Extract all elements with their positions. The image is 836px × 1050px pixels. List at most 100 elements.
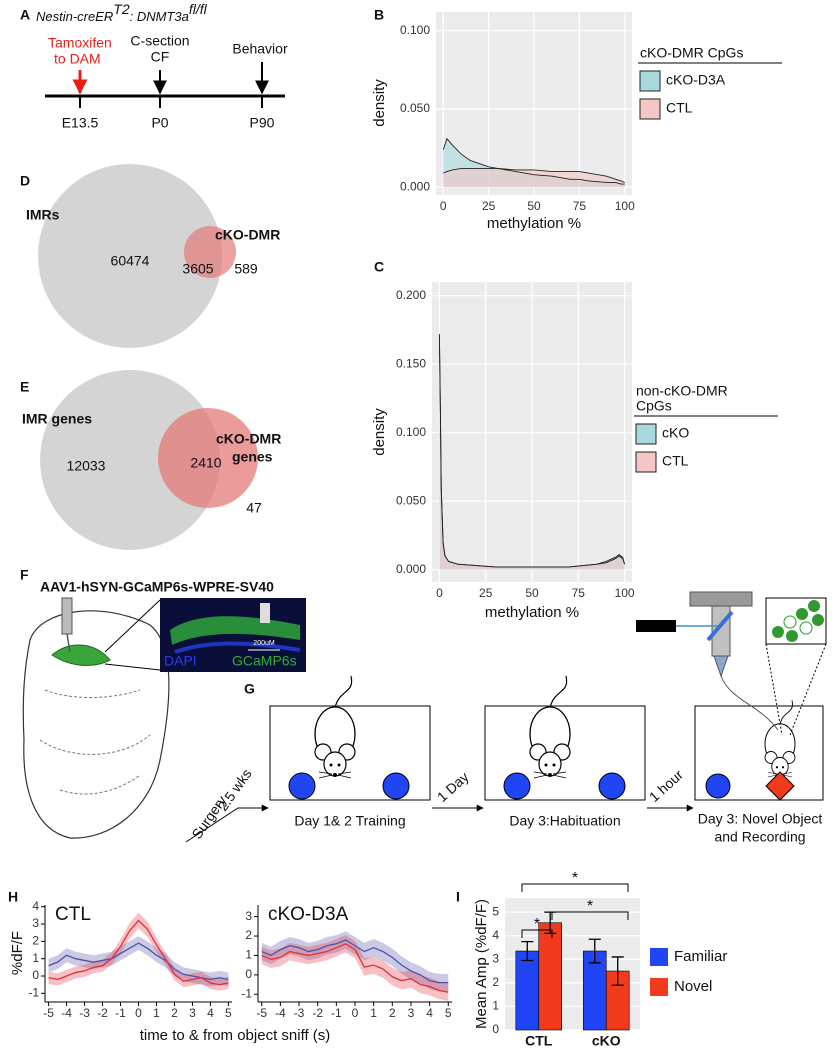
y-tick-label: 5 <box>492 904 499 918</box>
error-band <box>261 931 449 992</box>
x-tick-label: -4 <box>275 1006 286 1020</box>
x-tick-label: cKO <box>592 1033 621 1049</box>
fiber-cable <box>720 675 779 731</box>
panel-label: B <box>374 7 384 23</box>
panel-label: A <box>20 7 30 23</box>
line <box>261 943 449 993</box>
dapi-signal <box>174 641 301 654</box>
x-tick-label: 75 <box>572 586 586 600</box>
x-tick-label: 0 <box>440 199 447 213</box>
x-axis-label: methylation % <box>485 604 579 621</box>
stage-label: Day 1& 2 Training <box>294 813 405 829</box>
x-axis-label: time to & from object sniff (s) <box>140 1027 331 1044</box>
x-tick-label: -2 <box>312 1006 323 1020</box>
venn-set-a <box>38 164 222 348</box>
y-axis-label: %dF/F <box>9 931 26 975</box>
legend-key <box>635 451 657 473</box>
virus-label: AAV1-hSYN-GCaMP6s-WPRE-SV40 <box>40 579 274 595</box>
event-label: Behavior <box>232 41 288 57</box>
panel-label: I <box>456 889 460 905</box>
legend-key <box>635 423 657 445</box>
laser <box>636 620 676 632</box>
x-tick-label: 100 <box>615 199 635 213</box>
x-tick-label: 3 <box>408 1006 415 1020</box>
x-tick-label: 25 <box>482 199 496 213</box>
bar <box>515 950 540 1031</box>
density-line <box>443 167 625 183</box>
y-tick-label: 0.050 <box>396 493 426 507</box>
neurons <box>772 600 824 642</box>
line <box>48 919 229 986</box>
mirror <box>706 610 734 642</box>
timepoint: P0 <box>151 115 168 131</box>
venn-label: cKO-DMR <box>215 227 280 243</box>
venn-count: 3605 <box>182 261 213 277</box>
panel-label: C <box>374 259 384 275</box>
x-tick-label: 100 <box>615 586 635 600</box>
step-label: 1 Day <box>434 769 472 805</box>
object <box>705 773 731 799</box>
legend-key <box>650 948 668 966</box>
y-tick-label: 0.150 <box>396 356 426 370</box>
error-bar <box>611 956 624 986</box>
step-arrow <box>185 804 269 843</box>
object <box>382 772 410 800</box>
step-label: 1 hour <box>646 766 686 805</box>
x-tick-label: -3 <box>294 1006 305 1020</box>
venn-label: cKO-DMR <box>216 431 281 447</box>
y-tick-label: -1 <box>241 986 252 1000</box>
line <box>261 939 449 984</box>
y-axis-label: density <box>371 408 388 456</box>
title-superscript: T2 <box>113 1 130 17</box>
x-tick-label: 5 <box>445 1006 452 1020</box>
x-axis-label: methylation % <box>487 215 581 232</box>
legend-label: CTL <box>662 453 689 469</box>
fiber <box>260 603 270 623</box>
error-bar <box>588 938 601 964</box>
x-tick-label: 25 <box>479 586 493 600</box>
brain-region <box>39 689 151 795</box>
y-tick-label: 2 <box>32 934 39 948</box>
venn-set-b <box>158 408 258 508</box>
x-tick-label: 0 <box>352 1006 359 1020</box>
y-tick-label: 4 <box>492 928 499 942</box>
y-tick-label: 0.000 <box>400 179 430 193</box>
zoom-line <box>789 643 827 736</box>
error-bar <box>521 940 534 962</box>
x-tick-label: -5 <box>256 1006 267 1020</box>
venn-set-b <box>184 226 236 278</box>
novel-object <box>765 771 795 801</box>
y-tick-label: 3 <box>245 909 252 923</box>
density-area <box>443 168 625 188</box>
x-tick-label: CTL <box>525 1033 553 1049</box>
bar <box>538 922 563 1031</box>
venn-count: 589 <box>234 261 258 277</box>
y-tick-label: 4 <box>32 899 39 913</box>
significance-bracket <box>521 883 629 892</box>
y-tick-label: 0.100 <box>400 23 430 37</box>
zoom-line <box>765 643 783 736</box>
event-label: Tamoxifen <box>48 35 112 51</box>
x-tick-label: -2 <box>97 1006 108 1020</box>
y-tick-label: 3 <box>32 916 39 930</box>
y-tick-label: 0.100 <box>396 425 426 439</box>
brain-outline <box>22 610 170 839</box>
legend-label: Familiar <box>674 948 727 965</box>
x-tick-label: 4 <box>426 1006 433 1020</box>
y-axis-label: density <box>371 79 388 127</box>
x-tick-label: 2 <box>389 1006 396 1020</box>
y-tick-label: 1 <box>492 999 499 1013</box>
x-tick-label: 1 <box>370 1006 377 1020</box>
panel-label: F <box>20 567 29 583</box>
event-label: C-section <box>130 33 189 49</box>
y-tick-label: 0.200 <box>396 288 426 302</box>
event-label: to DAM <box>54 51 101 67</box>
timepoint: E13.5 <box>62 115 99 131</box>
title-superscript: fl/fl <box>189 1 208 17</box>
x-tick-label: 3 <box>189 1006 196 1020</box>
y-tick-label: 0 <box>245 967 252 981</box>
legend-label: cKO <box>662 425 689 441</box>
y-tick-label: -1 <box>28 986 39 1000</box>
hippocampus <box>51 644 111 666</box>
